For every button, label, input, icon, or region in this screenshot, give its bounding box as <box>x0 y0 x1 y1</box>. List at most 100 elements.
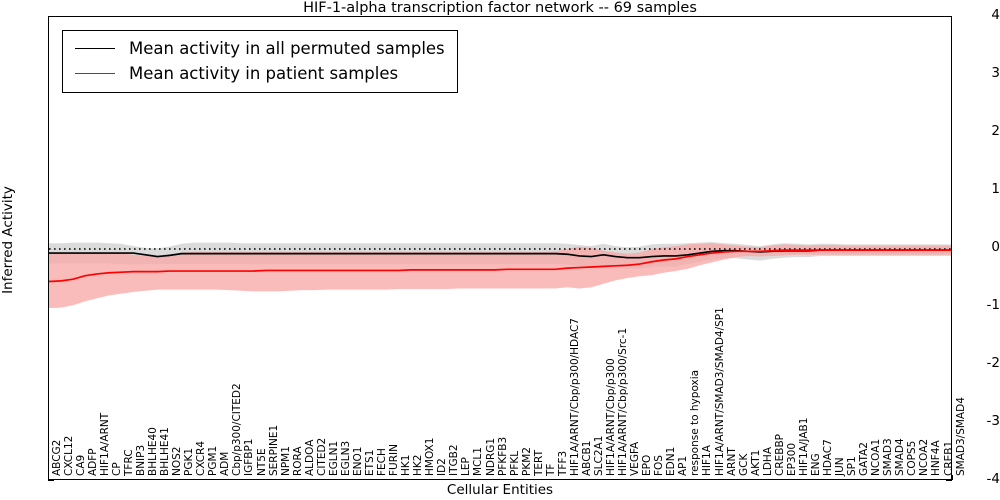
x-tick-label: AKT1 <box>749 449 762 476</box>
x-tick-label: HK1 <box>400 454 413 476</box>
x-tick-label: PFKFB3 <box>496 436 509 476</box>
x-tick-label: ENG <box>809 453 822 476</box>
x-tick-label: CREBBP <box>773 434 786 476</box>
x-tick-label: CXCR4 <box>195 440 208 476</box>
x-tick-label: GCK <box>737 453 750 476</box>
x-tick-label: GATA2 <box>858 442 871 476</box>
x-tick-label: ADFP <box>86 448 99 476</box>
x-tick-label: HIF1A/ARNT/SMAD3/SMAD4/SP1 <box>713 307 726 476</box>
plot-svg <box>49 242 951 309</box>
x-tick-label: ALDOA <box>303 439 316 476</box>
legend-label-permuted: Mean activity in all permuted samples <box>129 39 445 58</box>
x-tick-label: BHLHE41 <box>159 427 172 476</box>
x-tick-label: HIF1A/ARNT <box>98 412 111 476</box>
x-tick-label: COPS5 <box>906 440 919 476</box>
x-tick-label: SLC2A1 <box>593 435 605 476</box>
chart-title: HIF-1-alpha transcription factor network… <box>303 0 697 16</box>
x-tick-label: PFKL <box>508 450 521 476</box>
legend-label-patient: Mean activity in patient samples <box>129 64 399 83</box>
x-tick-label: NCOA1 <box>870 438 883 476</box>
x-tick-label: TFF3 <box>556 450 569 476</box>
x-tick-label: HIF1A/JAB1 <box>797 417 810 476</box>
legend: Mean activity in all permuted samples Me… <box>62 30 458 93</box>
y-tick-label: 0 <box>991 239 1000 255</box>
x-tick-label: LEP <box>460 457 473 476</box>
x-tick-label: ABCB1 <box>580 440 593 476</box>
plot-area <box>48 16 952 480</box>
x-tick-label: FECH <box>376 448 389 476</box>
legend-line-swatch-patient <box>73 67 117 81</box>
x-tick-label: EDN1 <box>665 446 678 476</box>
x-tick-label: HK2 <box>412 454 425 476</box>
x-tick-label: NPM1 <box>279 446 292 476</box>
x-tick-label: NOS2 <box>171 446 184 476</box>
x-tick-label: EGLN3 <box>339 440 352 476</box>
x-tick-label: ETS1 <box>363 449 376 476</box>
x-tick-label: CREB1 <box>942 440 955 476</box>
x-tick-label: HNF4A <box>930 440 943 476</box>
x-tick-label: HIF1A <box>701 445 714 476</box>
x-tick-label: NT5E <box>255 448 268 476</box>
x-tick-mark <box>952 475 954 480</box>
y-tick-label: -2 <box>986 355 1000 371</box>
x-tick-label: FURIN <box>388 444 401 476</box>
x-tick-label: ARNT <box>725 447 738 476</box>
x-tick-label: CITED2 <box>315 437 328 476</box>
y-tick-label: -1 <box>986 297 1000 313</box>
x-tick-label: SMAD4 <box>894 438 907 476</box>
x-tick-label: MCL1 <box>472 447 485 476</box>
x-tick-label: CP <box>110 462 123 476</box>
y-tick-mark <box>48 480 54 482</box>
y-tick-label: -3 <box>986 413 1000 429</box>
x-tick-label: FOS <box>653 455 666 476</box>
x-tick-label: TF <box>544 463 557 476</box>
x-tick-label: SERPINE1 <box>267 424 280 476</box>
x-tick-label: SP1 <box>846 456 859 476</box>
x-tick-label: HIF1A/ARNT/Cbp/p300/Src-1 <box>617 327 630 476</box>
x-tick-label: NCOA2 <box>918 438 931 476</box>
x-tick-label: PGK1 <box>183 447 196 476</box>
y-tick-label: 3 <box>991 65 1000 81</box>
x-tick-label: BHLHE40 <box>147 427 160 476</box>
x-tick-label: PKM2 <box>520 447 533 476</box>
x-tick-label: AP1 <box>677 455 690 476</box>
x-tick-label: ENO1 <box>351 446 364 476</box>
legend-entry-permuted: Mean activity in all permuted samples <box>73 36 445 61</box>
x-tick-label: IGFBP1 <box>243 438 256 477</box>
x-tick-label: BNIP3 <box>134 444 147 476</box>
x-tick-label: TFRC <box>122 449 135 476</box>
x-tick-label: EGLN1 <box>327 440 340 476</box>
x-tick-label: ABCG2 <box>50 439 63 476</box>
x-axis-label: Cellular Entities <box>446 482 554 498</box>
x-tick-label: JUN <box>834 457 847 476</box>
plot-clip <box>49 17 951 479</box>
x-tick-label: HMOX1 <box>424 437 437 476</box>
x-tick-label: ITGB2 <box>448 444 461 476</box>
y-tick-label: 1 <box>991 181 1000 197</box>
x-tick-label: PGM1 <box>207 445 220 476</box>
x-tick-label: ID2 <box>436 458 449 476</box>
x-tick-label: LDHA <box>761 446 774 476</box>
y-tick-label: -4 <box>986 471 1000 487</box>
x-tick-label: NDRG1 <box>484 437 497 476</box>
x-tick-label: SMAD3 <box>882 438 895 476</box>
x-tick-label: response to hypoxia <box>689 369 702 476</box>
x-tick-label: CA9 <box>74 454 87 476</box>
x-tick-label: EP300 <box>785 442 798 476</box>
y-tick-label: 4 <box>991 7 1000 23</box>
x-tick-label: CXCL12 <box>62 435 75 476</box>
x-tick-label: SMAD3/SMAD4 <box>954 397 967 476</box>
x-tick-label: Cbp/p300/CITED2 <box>231 383 244 476</box>
x-tick-label: HDAC7 <box>822 439 834 476</box>
x-tick-label: ADM <box>219 451 232 476</box>
legend-entry-patient: Mean activity in patient samples <box>73 61 445 86</box>
x-tick-label: VEGFA <box>629 441 642 476</box>
x-tick-label: HIF1A/ARNT/Cbp/p300 <box>605 358 618 476</box>
x-tick-label: EPO <box>641 454 654 476</box>
y-tick-label: 2 <box>991 123 1000 139</box>
legend-line-swatch-permuted <box>73 42 117 56</box>
x-tick-label: RORA <box>291 446 304 476</box>
x-tick-label: HIF1A/ARNT/Cbp/p300/HDAC7 <box>568 318 581 476</box>
x-tick-label: TERT <box>532 450 545 476</box>
